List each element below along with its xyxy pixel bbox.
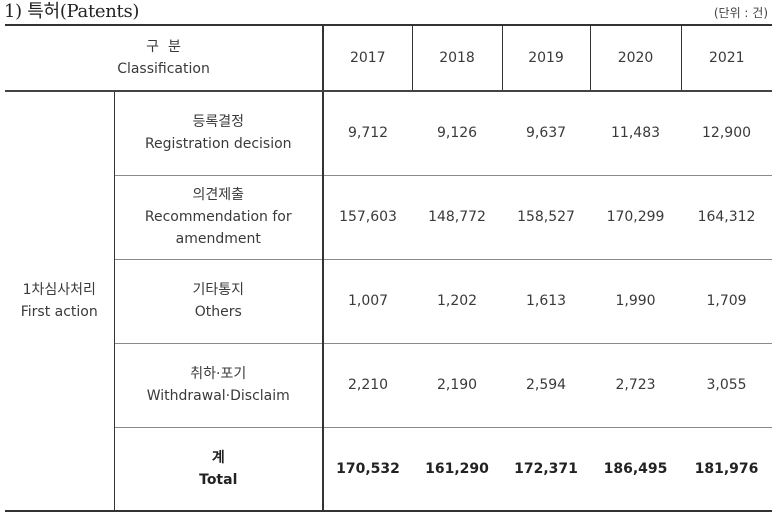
row-label-en-line2: amendment xyxy=(175,231,261,247)
row-label-ko: 등록결정 xyxy=(192,114,245,131)
cell-value: 157,603 xyxy=(323,175,413,260)
table-row-total: 계 Total 170,532 161,290 172,371 186,495 … xyxy=(5,427,773,512)
cell-value: 9,637 xyxy=(502,91,591,176)
header-year-2018: 2018 xyxy=(411,24,503,92)
cell-value: 9,712 xyxy=(323,91,413,176)
cell-value: 161,290 xyxy=(412,427,503,512)
row-label: 기타통지 Others xyxy=(114,259,325,344)
cell-value: 170,532 xyxy=(323,427,413,512)
row-label-ko: 의견제출 xyxy=(192,187,245,203)
cell-value: 2,190 xyxy=(412,343,503,428)
group-first-action: 1차심사처리 First action xyxy=(5,91,115,512)
row-label-en: Registration decision xyxy=(144,136,292,153)
row-label-en: Others xyxy=(194,304,242,320)
header-year-2021: 2021 xyxy=(680,24,773,92)
row-label: 취하·포기 Withdrawal·Disclaim xyxy=(114,343,325,428)
header-row: 구 분 Classification 2017 2018 2019 2020 2… xyxy=(5,24,773,92)
cell-value: 1,202 xyxy=(412,259,503,344)
cell-value: 3,055 xyxy=(681,343,773,428)
cell-value: 1,007 xyxy=(323,259,413,344)
cell-value: 164,312 xyxy=(681,175,773,260)
cell-value: 2,594 xyxy=(502,343,591,428)
header-year-2019: 2019 xyxy=(501,24,591,92)
cell-value: 181,976 xyxy=(681,427,773,512)
row-label: 계 Total xyxy=(114,427,325,512)
cell-value: 1,613 xyxy=(502,259,591,344)
cell-value: 2,723 xyxy=(590,343,682,428)
cell-value: 186,495 xyxy=(590,427,682,512)
row-label-ko: 계 xyxy=(211,449,225,466)
row-label: 의견제출 Recommendation for amendment xyxy=(114,175,325,260)
row-label-ko: 기타통지 xyxy=(192,282,245,298)
cell-value: 170,299 xyxy=(590,175,682,260)
cell-value: 2,210 xyxy=(323,343,413,428)
header-classification-en: Classification xyxy=(117,61,210,77)
cell-value: 148,772 xyxy=(412,175,503,260)
patents-table: 구 분 Classification 2017 2018 2019 2020 2… xyxy=(5,24,773,512)
row-label-en: Withdrawal·Disclaim xyxy=(146,388,290,404)
cell-value: 1,709 xyxy=(681,259,773,344)
cell-value: 11,483 xyxy=(590,91,682,176)
row-label-en: Total xyxy=(199,471,238,488)
header-year-2020: 2020 xyxy=(589,24,682,92)
header-classification-ko: 구 분 xyxy=(146,39,181,55)
row-label: 등록결정 Registration decision xyxy=(114,91,325,176)
cell-value: 1,990 xyxy=(590,259,682,344)
header-year-2017: 2017 xyxy=(322,24,413,92)
group-label-en: First action xyxy=(20,304,98,320)
header-classification: 구 분 Classification xyxy=(5,24,324,92)
table-row-others: 기타통지 Others 1,007 1,202 1,613 1,990 1,70… xyxy=(5,259,773,344)
cell-value: 9,126 xyxy=(412,91,503,176)
table-title: 1) 특허(Patents) xyxy=(4,1,140,22)
cell-value: 158,527 xyxy=(502,175,591,260)
table-row-recommendation-for-amendment: 의견제출 Recommendation for amendment 157,60… xyxy=(5,175,773,260)
unit-note: (단위 : 건) xyxy=(713,6,768,20)
table-row-withdrawal-disclaim: 취하·포기 Withdrawal·Disclaim 2,210 2,190 2,… xyxy=(5,343,773,428)
group-label-ko: 1차심사처리 xyxy=(22,282,96,298)
cell-value: 12,900 xyxy=(681,91,773,176)
row-label-ko: 취하·포기 xyxy=(190,366,247,382)
table-row-registration-decision: 1차심사처리 First action 등록결정 Registration de… xyxy=(5,91,773,512)
row-label-en: Recommendation for xyxy=(144,209,292,225)
cell-value: 172,371 xyxy=(502,427,591,512)
